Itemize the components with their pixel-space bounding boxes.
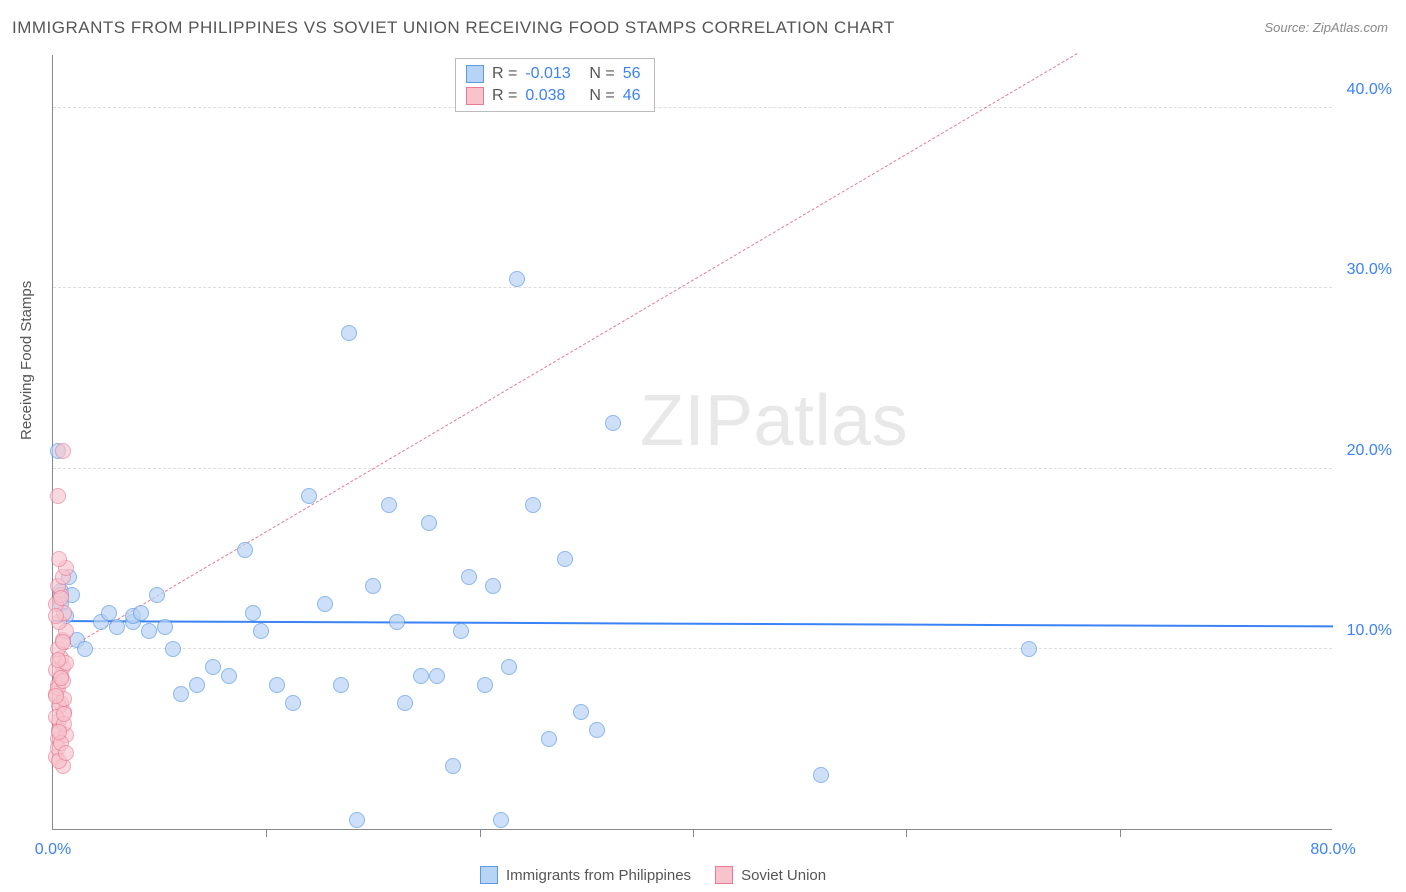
scatter-point — [77, 641, 93, 657]
scatter-point — [237, 542, 253, 558]
legend-swatch — [466, 87, 484, 105]
scatter-point — [605, 415, 621, 431]
legend-correlation: R = -0.013 N = 56 R = 0.038 N = 46 — [455, 58, 655, 112]
scatter-point — [53, 590, 69, 606]
legend-swatch — [466, 65, 484, 83]
scatter-point — [501, 659, 517, 675]
scatter-point — [56, 706, 72, 722]
scatter-point — [48, 608, 64, 624]
x-tick-label: 0.0% — [35, 841, 71, 859]
plot-area: 10.0%20.0%30.0%40.0%0.0%80.0% — [52, 55, 1332, 830]
scatter-point — [55, 634, 71, 650]
y-axis-title: Receiving Food Stamps — [18, 281, 35, 440]
legend-n-value: 46 — [623, 87, 641, 105]
scatter-point — [557, 551, 573, 567]
legend-r-value: -0.013 — [525, 65, 581, 83]
scatter-point — [149, 587, 165, 603]
legend-n-label: N = — [589, 65, 614, 83]
legend-r-value: 0.038 — [525, 87, 581, 105]
y-tick-label: 40.0% — [1347, 81, 1392, 99]
legend-n-value: 56 — [623, 65, 641, 83]
scatter-point — [245, 605, 261, 621]
gridline-horizontal — [53, 107, 1332, 108]
legend-r-label: R = — [492, 65, 517, 83]
scatter-point — [453, 623, 469, 639]
x-tick — [480, 829, 481, 837]
legend-series-label: Immigrants from Philippines — [506, 867, 691, 884]
scatter-point — [445, 758, 461, 774]
scatter-point — [53, 670, 69, 686]
x-tick-label: 80.0% — [1310, 841, 1355, 859]
scatter-point — [421, 515, 437, 531]
gridline-horizontal — [53, 648, 1332, 649]
scatter-point — [413, 668, 429, 684]
scatter-point — [51, 551, 67, 567]
scatter-point — [813, 767, 829, 783]
scatter-point — [48, 688, 64, 704]
legend-series-label: Soviet Union — [741, 867, 826, 884]
scatter-point — [485, 578, 501, 594]
scatter-point — [397, 695, 413, 711]
scatter-point — [285, 695, 301, 711]
scatter-point — [157, 619, 173, 635]
legend-series: Immigrants from Philippines Soviet Union — [480, 866, 826, 884]
scatter-point — [173, 686, 189, 702]
gridline-horizontal — [53, 287, 1332, 288]
legend-series-item: Soviet Union — [715, 866, 826, 884]
gridline-horizontal — [53, 468, 1332, 469]
x-tick — [266, 829, 267, 837]
scatter-point — [205, 659, 221, 675]
scatter-point — [429, 668, 445, 684]
scatter-point — [51, 724, 67, 740]
scatter-point — [165, 641, 181, 657]
scatter-point — [50, 652, 66, 668]
scatter-point — [493, 812, 509, 828]
scatter-point — [189, 677, 205, 693]
scatter-point — [365, 578, 381, 594]
scatter-point — [381, 497, 397, 513]
scatter-point — [109, 619, 125, 635]
scatter-point — [58, 745, 74, 761]
legend-swatch — [480, 866, 498, 884]
scatter-point — [349, 812, 365, 828]
scatter-point — [133, 605, 149, 621]
scatter-point — [141, 623, 157, 639]
scatter-point — [541, 731, 557, 747]
source-label: Source: ZipAtlas.com — [1264, 20, 1388, 35]
scatter-point — [301, 488, 317, 504]
scatter-point — [50, 488, 66, 504]
scatter-point — [341, 325, 357, 341]
scatter-point — [269, 677, 285, 693]
legend-correlation-row: R = 0.038 N = 46 — [466, 85, 640, 107]
scatter-point — [317, 596, 333, 612]
scatter-point — [589, 722, 605, 738]
x-tick — [1120, 829, 1121, 837]
legend-series-item: Immigrants from Philippines — [480, 866, 691, 884]
trend-line — [53, 620, 1333, 627]
scatter-point — [221, 668, 237, 684]
legend-swatch — [715, 866, 733, 884]
scatter-point — [253, 623, 269, 639]
chart-title: IMMIGRANTS FROM PHILIPPINES VS SOVIET UN… — [12, 18, 895, 38]
scatter-point — [461, 569, 477, 585]
scatter-point — [477, 677, 493, 693]
scatter-point — [1021, 641, 1037, 657]
x-tick — [906, 829, 907, 837]
scatter-point — [389, 614, 405, 630]
scatter-point — [509, 271, 525, 287]
legend-correlation-row: R = -0.013 N = 56 — [466, 63, 640, 85]
y-tick-label: 10.0% — [1347, 622, 1392, 640]
legend-r-label: R = — [492, 87, 517, 105]
scatter-point — [333, 677, 349, 693]
scatter-point — [573, 704, 589, 720]
trend-line — [53, 53, 1077, 658]
y-tick-label: 30.0% — [1347, 261, 1392, 279]
scatter-point — [55, 443, 71, 459]
x-tick — [693, 829, 694, 837]
scatter-point — [525, 497, 541, 513]
y-tick-label: 20.0% — [1347, 442, 1392, 460]
legend-n-label: N = — [589, 87, 614, 105]
